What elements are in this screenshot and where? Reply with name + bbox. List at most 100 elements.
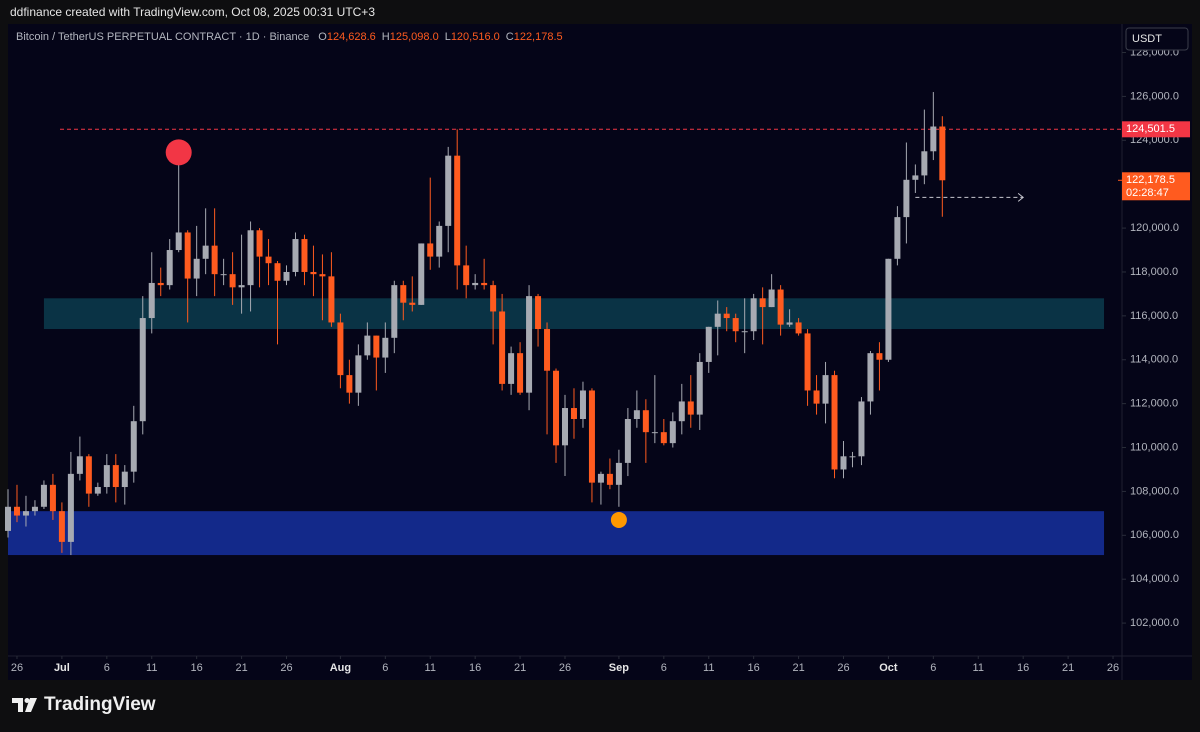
candle-body xyxy=(184,232,191,279)
last-price-bg xyxy=(1122,172,1190,201)
candle-body xyxy=(939,126,946,181)
candle-body xyxy=(166,250,173,286)
candle-body xyxy=(211,245,218,275)
candle-body xyxy=(544,329,551,371)
header-text: ddfinance created with TradingView.com, … xyxy=(10,5,375,19)
candle-body xyxy=(921,151,928,176)
candle-body xyxy=(822,375,829,404)
x-tick-label: 21 xyxy=(792,662,804,674)
candle-body xyxy=(876,353,883,360)
brand-text: TradingView xyxy=(44,694,156,715)
x-tick-label: 6 xyxy=(661,662,667,674)
brand-logo xyxy=(12,698,37,712)
x-tick-label: 16 xyxy=(1017,662,1029,674)
projection-arrowhead xyxy=(1017,192,1024,202)
x-tick-label: Jul xyxy=(54,662,70,674)
candle-body xyxy=(777,289,784,325)
candle-body xyxy=(615,462,622,485)
x-tick-label: 11 xyxy=(973,662,984,674)
candle-body xyxy=(624,419,631,463)
x-tick-label: Sep xyxy=(609,662,629,674)
candle-body xyxy=(76,456,83,474)
candle-body xyxy=(175,232,182,251)
candle-body xyxy=(418,243,425,305)
candle-body xyxy=(121,471,128,488)
candle-body xyxy=(148,282,155,319)
zone xyxy=(43,298,1105,330)
x-tick-label: 16 xyxy=(748,662,760,674)
ohlc-key: O xyxy=(318,31,327,43)
candle-body xyxy=(714,313,721,327)
candle-body xyxy=(49,484,56,512)
candle-body xyxy=(220,274,227,276)
x-tick-label: 16 xyxy=(191,662,203,674)
ohlc-value: 122,178.5 xyxy=(513,31,563,43)
candle-body xyxy=(427,243,434,257)
candle-body xyxy=(912,175,919,180)
candle-body xyxy=(364,335,371,356)
candle-body xyxy=(750,298,757,332)
candle-body xyxy=(373,335,380,358)
candle-body xyxy=(903,179,910,218)
candle-body xyxy=(22,511,29,516)
y-tick-label: 106,000.0 xyxy=(1130,529,1179,541)
candle-body xyxy=(813,390,820,404)
y-tick-label: 114,000.0 xyxy=(1130,354,1178,366)
candle-body xyxy=(247,230,254,286)
candle-body xyxy=(930,126,937,152)
countdown-label: 02:28:47 xyxy=(1126,187,1169,199)
x-tick-label: 11 xyxy=(703,662,714,674)
candle-body xyxy=(382,337,389,358)
y-tick-label: 104,000.0 xyxy=(1130,573,1179,585)
candle-body xyxy=(130,421,137,472)
candle-body xyxy=(885,258,892,360)
candle-body xyxy=(508,353,515,384)
candle-body xyxy=(894,217,901,259)
y-tick-label: 102,000.0 xyxy=(1130,617,1179,629)
candle-body xyxy=(94,487,101,494)
candle-body xyxy=(238,285,245,288)
symbol-title: Bitcoin / TetherUS PERPETUAL CONTRACT · … xyxy=(16,31,310,43)
candle-body xyxy=(759,298,766,308)
candle-body xyxy=(256,230,263,257)
candle-body xyxy=(319,274,326,277)
x-tick-label: 26 xyxy=(559,662,571,674)
candle-body xyxy=(642,410,649,433)
x-tick-label: 21 xyxy=(235,662,247,674)
candle-body xyxy=(768,289,775,308)
candle-body xyxy=(732,318,739,332)
candle-body xyxy=(660,432,667,444)
ohlc-value: 120,516.0 xyxy=(450,31,500,43)
candle-body xyxy=(202,245,209,259)
x-tick-label: 21 xyxy=(1062,662,1074,674)
x-tick-label: 16 xyxy=(469,662,481,674)
y-tick-label: 126,000.0 xyxy=(1130,90,1179,102)
candle-body xyxy=(553,370,560,446)
candle-body xyxy=(391,285,398,338)
candle-body xyxy=(606,473,613,485)
candle-body xyxy=(265,256,272,264)
marker xyxy=(165,139,192,166)
x-tick-label: 6 xyxy=(382,662,388,674)
candle-body xyxy=(651,432,658,434)
x-tick-label: 21 xyxy=(514,662,526,674)
y-tick-label: 110,000.0 xyxy=(1130,441,1178,453)
x-tick-label: Aug xyxy=(330,662,351,674)
candle-body xyxy=(526,296,533,393)
candle-body xyxy=(840,456,847,470)
candle-body xyxy=(301,239,308,272)
candle-body xyxy=(499,311,506,384)
candle-body xyxy=(112,465,119,488)
candle-body xyxy=(85,456,92,494)
candle-body xyxy=(723,313,730,319)
candle-body xyxy=(40,484,47,507)
candle-body xyxy=(139,318,146,422)
x-tick-label: 26 xyxy=(837,662,849,674)
chart-background xyxy=(8,24,1192,680)
candle-body xyxy=(5,506,11,531)
y-tick-label: 118,000.0 xyxy=(1130,266,1178,278)
y-tick-label: 112,000.0 xyxy=(1130,398,1178,410)
candle-body xyxy=(157,282,164,286)
x-tick-label: 6 xyxy=(930,662,936,674)
candle-body xyxy=(490,285,497,312)
